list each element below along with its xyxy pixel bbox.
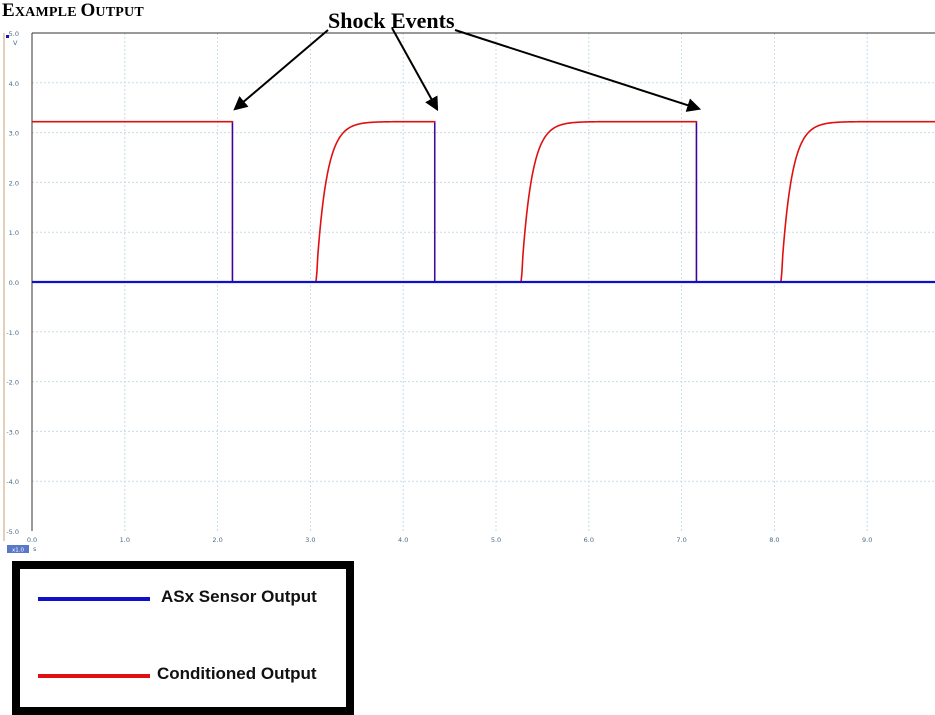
y-tick-label: 1.0 bbox=[9, 229, 19, 237]
x-scale-badge-label: x1.0 bbox=[12, 548, 25, 554]
legend-line-sensor bbox=[38, 597, 150, 601]
y-unit-label: V bbox=[13, 39, 18, 47]
x-tick-label: 5.0 bbox=[491, 536, 501, 544]
y-tick-label: 5.0 bbox=[9, 30, 19, 38]
x-tick-label: 2.0 bbox=[212, 536, 222, 544]
axes bbox=[3, 32, 935, 541]
y-tick-label: 4.0 bbox=[9, 80, 19, 88]
x-tick-label: 1.0 bbox=[120, 536, 130, 544]
shock-event-arrows bbox=[233, 27, 702, 112]
x-scale-badge bbox=[7, 545, 29, 553]
shock-events-annotation: Shock Events bbox=[328, 8, 455, 33]
y-tick-label: 2.0 bbox=[9, 179, 19, 187]
x-tick-label: 3.0 bbox=[305, 536, 315, 544]
y-tick-label: -2.0 bbox=[6, 379, 19, 387]
shock-event-arrow bbox=[233, 29, 329, 111]
conditioned-output-trace bbox=[32, 120, 935, 283]
x-tick-label: 6.0 bbox=[584, 536, 594, 544]
page-heading: EXAMPLE OUTPUT bbox=[2, 0, 144, 21]
channel-marker bbox=[6, 35, 9, 38]
x-tick-label: 9.0 bbox=[862, 536, 872, 544]
y-tick-label: -5.0 bbox=[6, 528, 19, 536]
oscilloscope-chart: 5.0 4.0 3.0 2.0 1.0 0.0 -1.0 -2.0 -3.0 -4.0 -5.0 V 0… bbox=[3, 27, 935, 554]
y-tick-label: 3.0 bbox=[9, 130, 19, 138]
shock-event-arrow bbox=[454, 29, 702, 112]
series-traces bbox=[32, 120, 935, 284]
legend-label-sensor: ASx Sensor Output bbox=[161, 587, 317, 606]
x-tick-label: 0.0 bbox=[27, 536, 37, 544]
y-tick-label: -1.0 bbox=[6, 329, 19, 337]
legend-label-conditioned: Conditioned Output bbox=[157, 664, 317, 683]
tick-labels: 5.0 4.0 3.0 2.0 1.0 0.0 -1.0 -2.0 -3.0 -4.0 -5.0 V 0… bbox=[6, 30, 872, 554]
x-tick-label: 8.0 bbox=[769, 536, 779, 544]
legend: ASx Sensor Output Conditioned Output bbox=[12, 561, 354, 715]
y-tick-label: 0.0 bbox=[9, 279, 19, 287]
legend-line-conditioned bbox=[38, 674, 150, 678]
x-unit-label: s bbox=[33, 545, 37, 553]
x-tick-label: 4.0 bbox=[398, 536, 408, 544]
sensor-output-trace bbox=[32, 122, 935, 283]
x-tick-label: 7.0 bbox=[676, 536, 686, 544]
y-tick-label: -3.0 bbox=[6, 428, 19, 436]
shock-event-arrow bbox=[391, 27, 439, 112]
y-tick-label: -4.0 bbox=[6, 478, 19, 486]
